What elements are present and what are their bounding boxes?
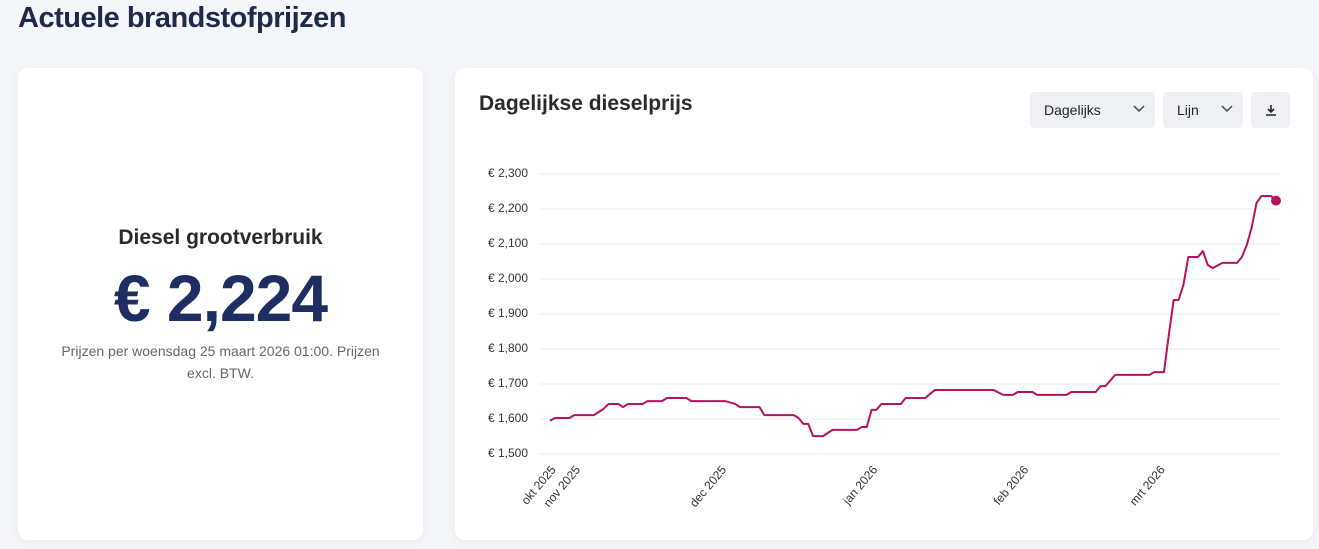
chevron-icon xyxy=(1221,105,1233,113)
end-marker xyxy=(1271,195,1281,206)
x-tick-label: jan 2026 xyxy=(839,463,880,508)
y-tick-label: € 2,000 xyxy=(488,271,528,285)
y-tick-label: € 2,300 xyxy=(488,166,528,180)
chart-type-text: Lijn xyxy=(1177,102,1199,118)
y-tick-label: € 1,700 xyxy=(488,376,528,390)
y-tick-label: € 2,100 xyxy=(488,236,528,250)
chart-type-dropdown[interactable]: Lijn xyxy=(1163,92,1243,128)
x-tick-label: mrt 2026 xyxy=(1127,463,1168,509)
download-icon xyxy=(1266,105,1276,116)
interval-text: Dagelijks xyxy=(1044,102,1101,118)
page-title: Actuele brandstofprijzen xyxy=(18,2,347,34)
interval-dropdown[interactable]: Dagelijks xyxy=(1030,92,1155,128)
y-tick-label: € 1,800 xyxy=(488,341,528,355)
price-value: € 2,224 xyxy=(113,261,328,335)
x-tick-label: dec 2025 xyxy=(687,463,730,510)
price-label: Diesel grootverbruik xyxy=(118,226,323,249)
chart-title: Dagelijkse dieselprijs xyxy=(479,92,693,115)
x-tick-label: feb 2026 xyxy=(991,463,1032,508)
chevron-icon xyxy=(1133,105,1145,113)
download-button[interactable] xyxy=(1251,92,1290,128)
y-tick-label: € 1,500 xyxy=(488,446,528,460)
chart-card: Dagelijkse dieselprijs Dagelijks Lijn xyxy=(455,68,1313,540)
y-tick-label: € 1,900 xyxy=(488,306,528,320)
y-tick-label: € 2,200 xyxy=(488,201,528,215)
y-tick-label: € 1,600 xyxy=(488,411,528,425)
price-card: Diesel grootverbruik € 2,224 Prijzen per… xyxy=(18,68,423,540)
price-line xyxy=(549,195,1277,438)
price-note: Prijzen per woensdag 25 maart 2026 01:00… xyxy=(61,343,380,381)
